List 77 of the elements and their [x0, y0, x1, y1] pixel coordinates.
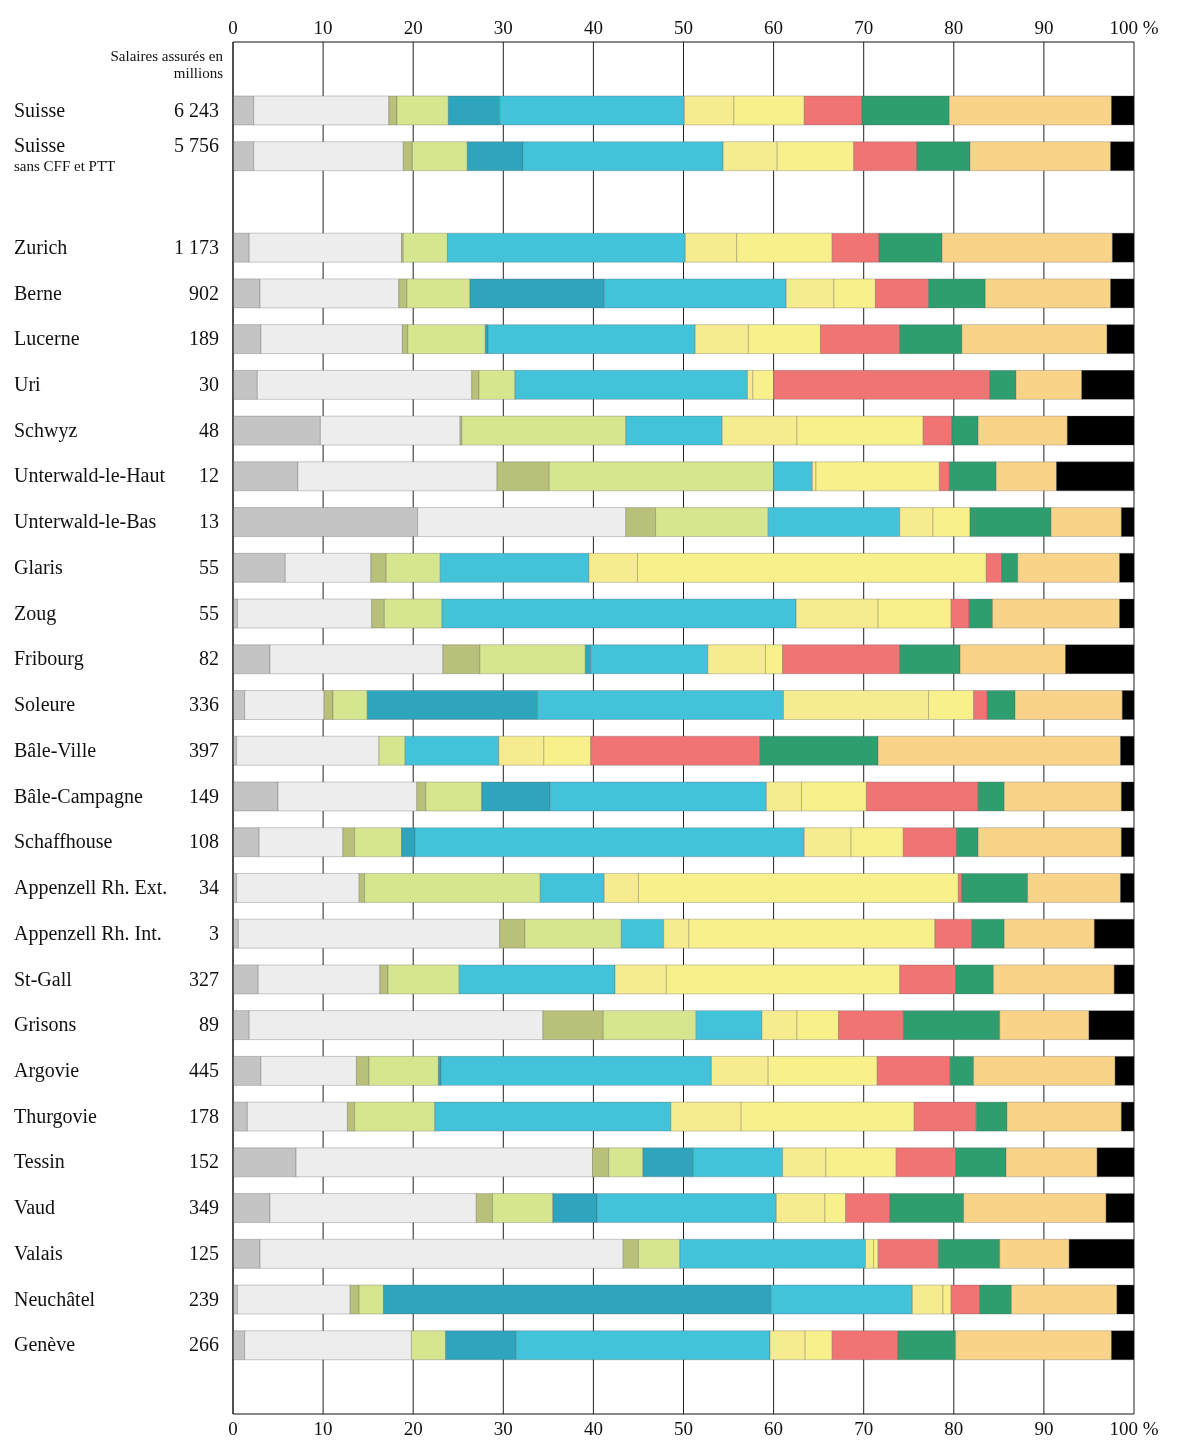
y2-tick-label: 5 756 — [174, 134, 219, 157]
y2-tick-label: 6 243 — [174, 98, 219, 121]
y2-tick-label: 178 — [189, 1104, 219, 1127]
x-tick-label: 60 — [764, 17, 784, 38]
y-tick-label: Uri — [14, 373, 42, 395]
y-tick-label: St-Gall — [14, 967, 73, 990]
y2-tick-label: 336 — [189, 693, 219, 716]
y2-tick-label: 12 — [199, 464, 219, 487]
y-tick-label: Berne — [14, 281, 62, 304]
y-tick-label: Neuchâtel — [14, 1287, 96, 1310]
y2-tick-label: 30 — [199, 373, 219, 395]
x-tick-label: 70 — [854, 17, 874, 38]
x-tick-label: 30 — [493, 17, 513, 38]
y2-tick-label: 239 — [189, 1287, 219, 1310]
x2-tick-label: 50 — [674, 1418, 693, 1440]
y-tick-label: Vaud — [14, 1196, 56, 1219]
x-tick-label: 100 % — [1109, 17, 1159, 38]
y-tick-label: Schaffhouse — [14, 830, 113, 853]
y-tick-label: Thurgovie — [14, 1104, 98, 1128]
x-tick-label: 20 — [403, 17, 423, 38]
y2-tick-label: 48 — [199, 418, 219, 441]
x2-tick-label: 100 % — [1109, 1418, 1159, 1440]
y-tick-label: Tessin — [14, 1150, 65, 1173]
y-tick-label: Fribourg — [14, 647, 84, 671]
y2-tick-label: 266 — [189, 1333, 219, 1356]
x2-tick-label: 90 — [1034, 1418, 1054, 1440]
y-tick-label: Bâle-Campagne — [14, 784, 143, 808]
y-tick-label: Appenzell Rh. Int. — [14, 921, 162, 945]
x2-tick-label: 20 — [403, 1418, 423, 1440]
y2-tick-label: 445 — [189, 1059, 219, 1081]
y2-tick-label: 108 — [189, 830, 219, 853]
y-tick-label: Zurich — [14, 235, 68, 258]
y2-tick-label: 13 — [199, 510, 219, 533]
x2-tick-label: 40 — [583, 1418, 603, 1440]
y-tick-label: Soleure — [14, 693, 76, 716]
y2-tick-label: 55 — [199, 555, 219, 578]
y-axis-title: Salaires assurés en millions — [109, 48, 223, 82]
x2-tick-label: 10 — [313, 1418, 333, 1440]
x2-tick-label: 30 — [493, 1418, 513, 1440]
y2-tick-label: 149 — [189, 784, 219, 807]
y2-tick-label: 397 — [189, 738, 219, 761]
y-tick-label: Lucerne — [14, 327, 80, 350]
y2-tick-label: 189 — [189, 327, 219, 350]
y2-tick-label: 3 — [209, 921, 219, 944]
y-tick-label: Grisons — [14, 1013, 77, 1036]
y-tick-label: Appenzell Rh. Ext. — [14, 876, 168, 900]
y-tick-label: Glaris — [14, 555, 64, 578]
x2-tick-label: 60 — [764, 1418, 784, 1440]
y2-tick-label: 34 — [199, 876, 219, 899]
x2-tick-label: 80 — [944, 1418, 964, 1440]
y-tick-label: Bâle-Ville — [14, 738, 97, 761]
y-tick-label: Suisse — [14, 98, 66, 121]
y-tick-label: Schwyz — [14, 418, 78, 442]
y2-tick-label: 327 — [189, 967, 219, 990]
x2-tick-label: 70 — [854, 1418, 874, 1440]
x-tick-label: 10 — [313, 17, 333, 38]
x-tick-label: 90 — [1034, 17, 1054, 38]
x2-tick-label: 0 — [228, 1418, 238, 1440]
y-tick-label: Genève — [14, 1333, 76, 1356]
y-tick-label: Argovie — [14, 1059, 80, 1082]
y2-tick-label: 89 — [199, 1013, 219, 1036]
y-tick-label: Unterwald-le-Haut — [14, 464, 166, 487]
x-tick-label: 40 — [583, 17, 603, 38]
y2-tick-label: 902 — [189, 281, 219, 304]
y-tick-label: Zoug — [14, 601, 57, 625]
y-tick-label: Valais — [14, 1241, 64, 1264]
y2-tick-label: 82 — [199, 647, 219, 670]
y2-tick-label: 55 — [199, 601, 219, 624]
y2-tick-label: 1 173 — [174, 235, 219, 258]
x-tick-label: 0 — [228, 17, 238, 38]
x-tick-label: 80 — [944, 17, 964, 38]
y2-tick-label: 349 — [189, 1196, 219, 1219]
y2-tick-label: 125 — [189, 1241, 219, 1264]
y-tick-label: Unterwald-le-Bas — [14, 510, 157, 533]
y2-tick-label: 152 — [189, 1150, 219, 1173]
x-tick-label: 50 — [674, 17, 693, 38]
y-tick-label: Suisse sans CFF et PTT — [14, 134, 116, 175]
